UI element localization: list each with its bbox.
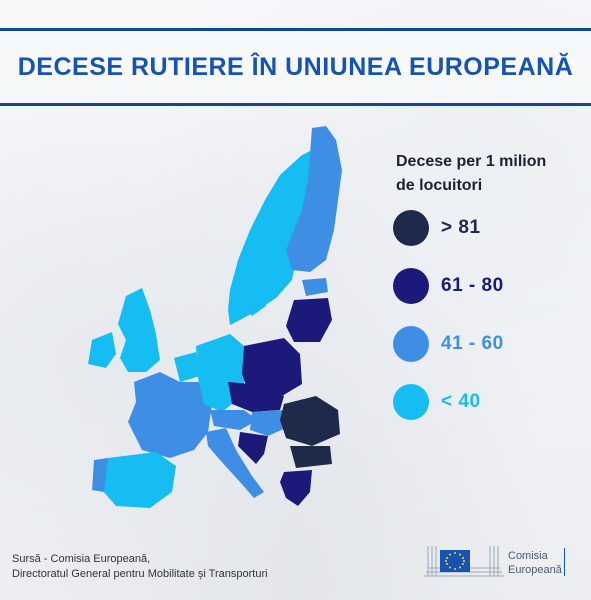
region-france — [128, 372, 212, 458]
legend-swatch — [393, 210, 429, 246]
region-bulgaria — [290, 446, 332, 468]
ec-logo-line2: Europeană — [508, 564, 562, 576]
legend-item-41-60: 41 - 60 — [393, 326, 504, 362]
legend-title-line2: de locuitori — [396, 177, 483, 194]
region-finland — [286, 126, 342, 272]
region-austria — [210, 410, 258, 430]
region-croatia — [238, 432, 268, 464]
legend-swatch — [393, 384, 429, 420]
legend-label: > 81 — [441, 217, 481, 238]
region-romania — [280, 396, 340, 446]
legend-swatch — [393, 268, 429, 304]
region-greece — [280, 470, 312, 506]
legend-item-under-40: < 40 — [393, 384, 481, 420]
region-ireland — [88, 332, 116, 368]
legend-item-over-81: > 81 — [393, 210, 481, 246]
source-line1: Sursă - Comisia Europeană, — [12, 553, 151, 565]
european-commission-logo — [424, 546, 504, 577]
ec-logo-divider — [564, 548, 565, 576]
region-benelux — [174, 352, 200, 382]
region-czechia-slovakia — [228, 382, 284, 412]
region-spain — [102, 452, 176, 508]
legend-title: Decese per 1 milion de locuitori — [396, 150, 586, 198]
legend-swatch — [393, 326, 429, 362]
region-scandinavia — [228, 150, 318, 325]
region-portugal — [92, 458, 108, 492]
region-hungary — [250, 410, 290, 436]
title-bar: DECESE RUTIERE ÎN UNIUNEA EUROPEANĂ — [0, 28, 591, 106]
source-note: Sursă - Comisia Europeană, Directoratul … — [12, 552, 268, 582]
legend-item-61-80: 61 - 80 — [393, 268, 504, 304]
region-uk — [118, 288, 160, 372]
region-latvia-lithuania — [286, 298, 332, 342]
legend-title-line1: Decese per 1 milion — [396, 153, 547, 170]
region-italy — [206, 428, 264, 498]
eu-map — [88, 126, 342, 508]
region-estonia — [302, 278, 328, 296]
source-line2: Directoratul General pentru Mobilitate ș… — [12, 568, 268, 580]
ec-logo-line1: Comisia — [508, 550, 548, 562]
legend-label: 41 - 60 — [441, 333, 504, 354]
legend-label: < 40 — [441, 391, 481, 412]
region-poland — [242, 338, 302, 396]
eu-flag-icon — [440, 550, 470, 572]
legend-label: 61 - 80 — [441, 275, 504, 296]
ec-logo-text: Comisia Europeană — [508, 549, 562, 577]
page-title: DECESE RUTIERE ÎN UNIUNEA EUROPEANĂ — [17, 52, 574, 81]
region-denmark — [244, 288, 266, 316]
